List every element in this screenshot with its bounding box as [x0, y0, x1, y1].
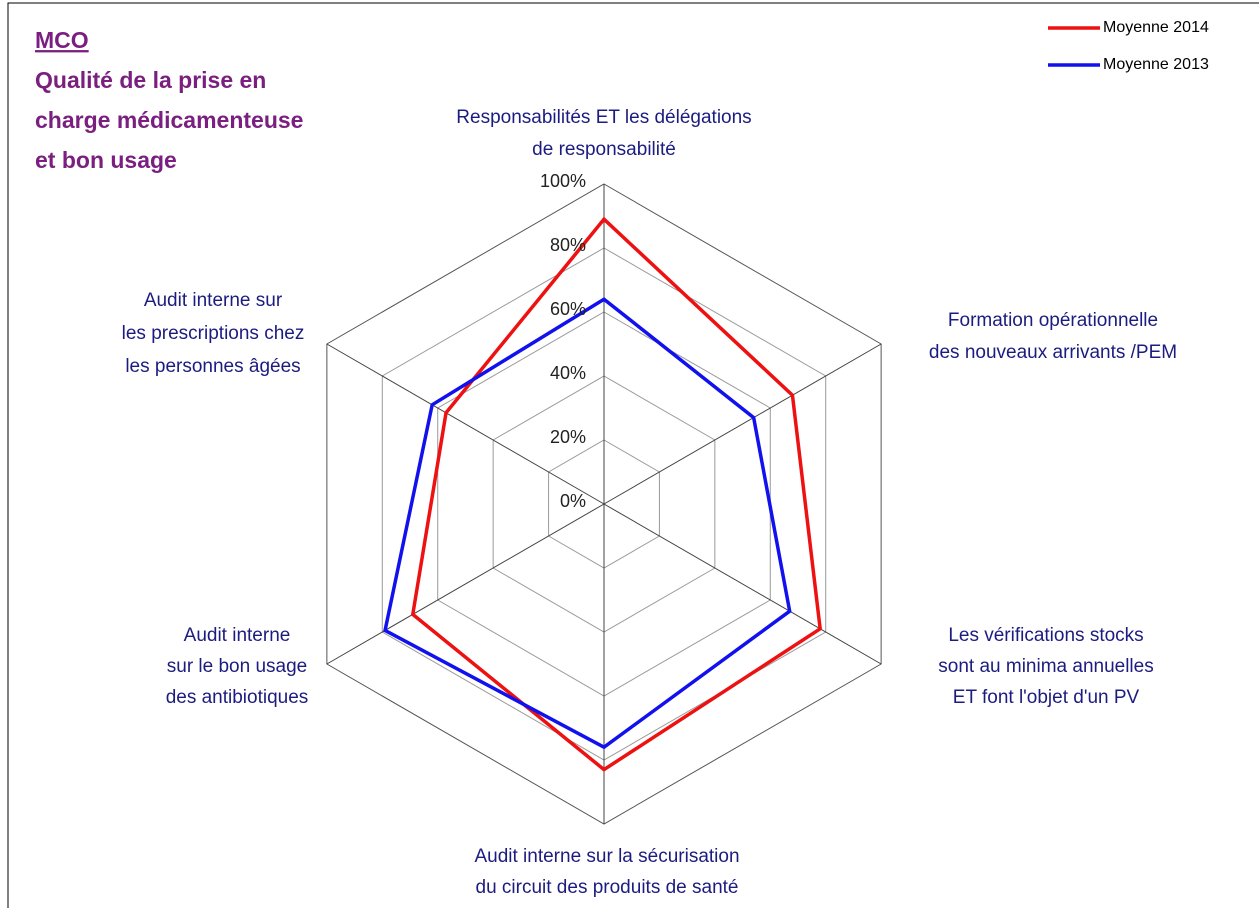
y-tick-label: 100% [540, 171, 586, 191]
spoke [326, 343, 605, 505]
legend-label: Moyenne 2014 [1103, 19, 1209, 36]
category-label: des antibiotiques [166, 687, 309, 708]
chart-subtitle: et bon usage [35, 147, 177, 173]
chart-frame [7, 2, 1259, 913]
category-label: Responsabilités ET les délégations [456, 107, 751, 128]
category-label: Audit interne [184, 625, 291, 646]
series-line [383, 297, 792, 750]
category-label: sont au minima annuelles [938, 656, 1153, 677]
category-label: ET font l'objet d'un PV [953, 687, 1140, 708]
category-label: sur le bon usage [167, 656, 308, 677]
y-tick-label: 80% [550, 235, 586, 255]
category-label: de responsabilité [532, 139, 676, 160]
category-label: Audit interne sur la sécurisation [474, 846, 739, 867]
category-label: des nouveaux arrivants /PEM [929, 342, 1177, 363]
spoke [603, 343, 882, 505]
chart-subtitle: charge médicamenteuse [35, 107, 303, 133]
legend-label: Moyenne 2013 [1103, 56, 1209, 73]
spoke [603, 503, 882, 665]
category-label: les prescriptions chez [122, 323, 305, 344]
category-label: du circuit des produits de santé [476, 877, 739, 898]
category-label: Audit interne sur [144, 290, 283, 311]
series-line [410, 216, 823, 772]
y-tick-label: 60% [550, 299, 586, 319]
category-label: Les vérifications stocks [948, 625, 1143, 646]
chart-title: MCO [35, 27, 89, 53]
y-tick-label: 40% [550, 363, 586, 383]
chart-subtitle: Qualité de la prise en [35, 67, 266, 93]
category-label: les personnes âgées [125, 356, 300, 377]
spoke [326, 503, 605, 665]
y-tick-label: 20% [550, 427, 586, 447]
y-tick-label: 0% [560, 491, 586, 511]
category-label: Formation opérationnelle [948, 310, 1158, 331]
